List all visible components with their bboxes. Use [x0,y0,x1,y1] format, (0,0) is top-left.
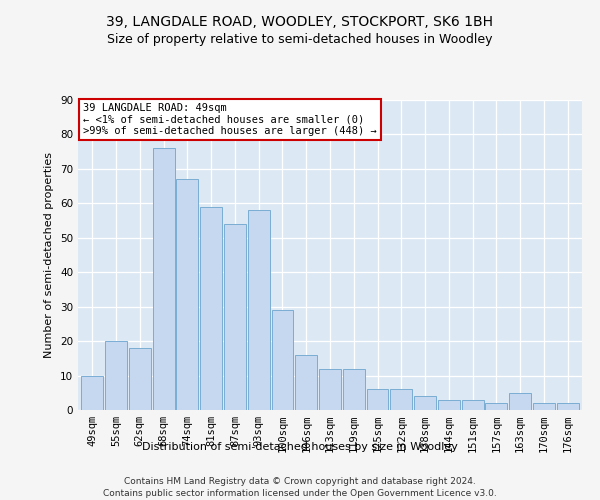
Bar [414,396,436,410]
Bar [176,179,198,410]
Y-axis label: Number of semi-detached properties: Number of semi-detached properties [44,152,55,358]
Bar [533,403,555,410]
Bar [272,310,293,410]
Bar [319,368,341,410]
Bar [343,368,365,410]
Text: Contains HM Land Registry data © Crown copyright and database right 2024.: Contains HM Land Registry data © Crown c… [124,478,476,486]
Bar [200,207,222,410]
Bar [462,400,484,410]
Bar [438,400,460,410]
Text: 39 LANGDALE ROAD: 49sqm
← <1% of semi-detached houses are smaller (0)
>99% of se: 39 LANGDALE ROAD: 49sqm ← <1% of semi-de… [83,103,377,136]
Bar [557,403,578,410]
Bar [224,224,246,410]
Text: Contains public sector information licensed under the Open Government Licence v3: Contains public sector information licen… [103,489,497,498]
Bar [105,341,127,410]
Bar [248,210,269,410]
Text: Size of property relative to semi-detached houses in Woodley: Size of property relative to semi-detach… [107,32,493,46]
Bar [509,393,531,410]
Bar [391,390,412,410]
Bar [295,355,317,410]
Bar [82,376,103,410]
Bar [129,348,151,410]
Bar [152,148,175,410]
Bar [367,390,388,410]
Text: Distribution of semi-detached houses by size in Woodley: Distribution of semi-detached houses by … [142,442,458,452]
Text: 39, LANGDALE ROAD, WOODLEY, STOCKPORT, SK6 1BH: 39, LANGDALE ROAD, WOODLEY, STOCKPORT, S… [107,15,493,29]
Bar [485,403,508,410]
